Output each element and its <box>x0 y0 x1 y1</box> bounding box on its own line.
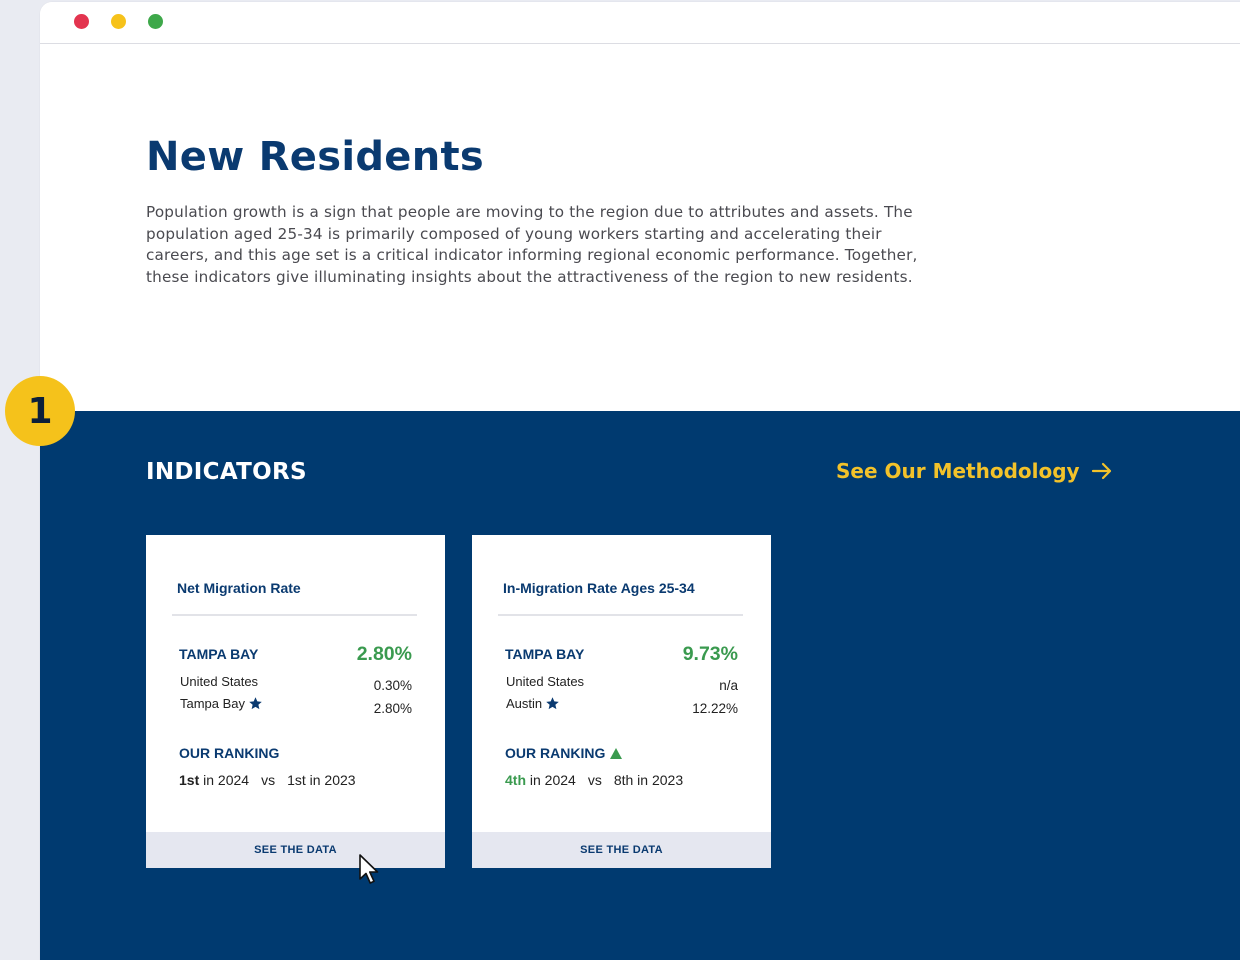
arrow-right-icon <box>1091 462 1111 480</box>
rank-current: 1st <box>179 772 200 788</box>
comparison-label-us: United States <box>180 674 259 689</box>
indicators-heading: INDICATORS <box>146 459 307 485</box>
indicator-card-net-migration: Net Migration Rate TAMPA BAY 2.80% Unite… <box>146 535 445 868</box>
window-titlebar <box>40 2 1240 44</box>
close-window-button[interactable] <box>74 14 89 29</box>
indicator-card-in-migration: In-Migration Rate Ages 25-34 TAMPA BAY 9… <box>472 535 771 868</box>
region-label: TAMPA BAY <box>179 646 259 662</box>
comparison-label-benchmark: Tampa Bay <box>180 696 263 711</box>
region-value: 9.73% <box>682 643 738 665</box>
rank-previous: 8th in 2023 <box>613 772 684 788</box>
ranking-title: OUR RANKING <box>179 745 280 761</box>
card-title: In-Migration Rate Ages 25-34 <box>503 580 695 596</box>
region-value: 2.80% <box>356 643 412 665</box>
intro-section: New Residents Population growth is a sig… <box>146 134 936 288</box>
maximize-window-button[interactable] <box>148 14 163 29</box>
minimize-window-button[interactable] <box>111 14 126 29</box>
see-the-data-button[interactable]: SEE THE DATA <box>146 832 445 868</box>
page-title: New Residents <box>146 134 485 180</box>
indicators-section: INDICATORS See Our Methodology Net Migra… <box>40 411 1240 960</box>
mouse-cursor-icon <box>359 854 379 884</box>
intro-paragraph: Population growth is a sign that people … <box>146 203 918 286</box>
methodology-link[interactable]: See Our Methodology <box>836 459 1114 483</box>
comparison-value-benchmark: 2.80% <box>373 701 412 716</box>
ranking-line: 4th in 2024 vs 8th in 2023 <box>505 772 684 788</box>
star-icon <box>249 697 262 710</box>
ranking-line: 1st in 2024 vs 1st in 2023 <box>179 772 356 788</box>
methodology-link-label: See Our Methodology <box>836 459 1080 483</box>
browser-window: New Residents Population growth is a sig… <box>40 2 1240 960</box>
comparison-label-us: United States <box>506 674 585 689</box>
comparison-label-benchmark: Austin <box>506 696 560 711</box>
comparison-value-us: n/a <box>719 678 738 693</box>
card-title: Net Migration Rate <box>177 580 301 596</box>
step-number-badge: 1 <box>5 376 75 446</box>
comparison-value-us: 0.30% <box>373 678 412 693</box>
card-divider <box>172 614 417 616</box>
ranking-title: OUR RANKING <box>505 745 623 761</box>
up-triangle-icon <box>610 747 623 759</box>
region-label: TAMPA BAY <box>505 646 585 662</box>
card-divider <box>498 614 743 616</box>
rank-previous: 1st in 2023 <box>287 772 356 788</box>
see-the-data-button[interactable]: SEE THE DATA <box>472 832 771 868</box>
star-icon <box>546 697 559 710</box>
comparison-value-benchmark: 12.22% <box>692 701 738 716</box>
rank-current: 4th <box>505 772 526 788</box>
